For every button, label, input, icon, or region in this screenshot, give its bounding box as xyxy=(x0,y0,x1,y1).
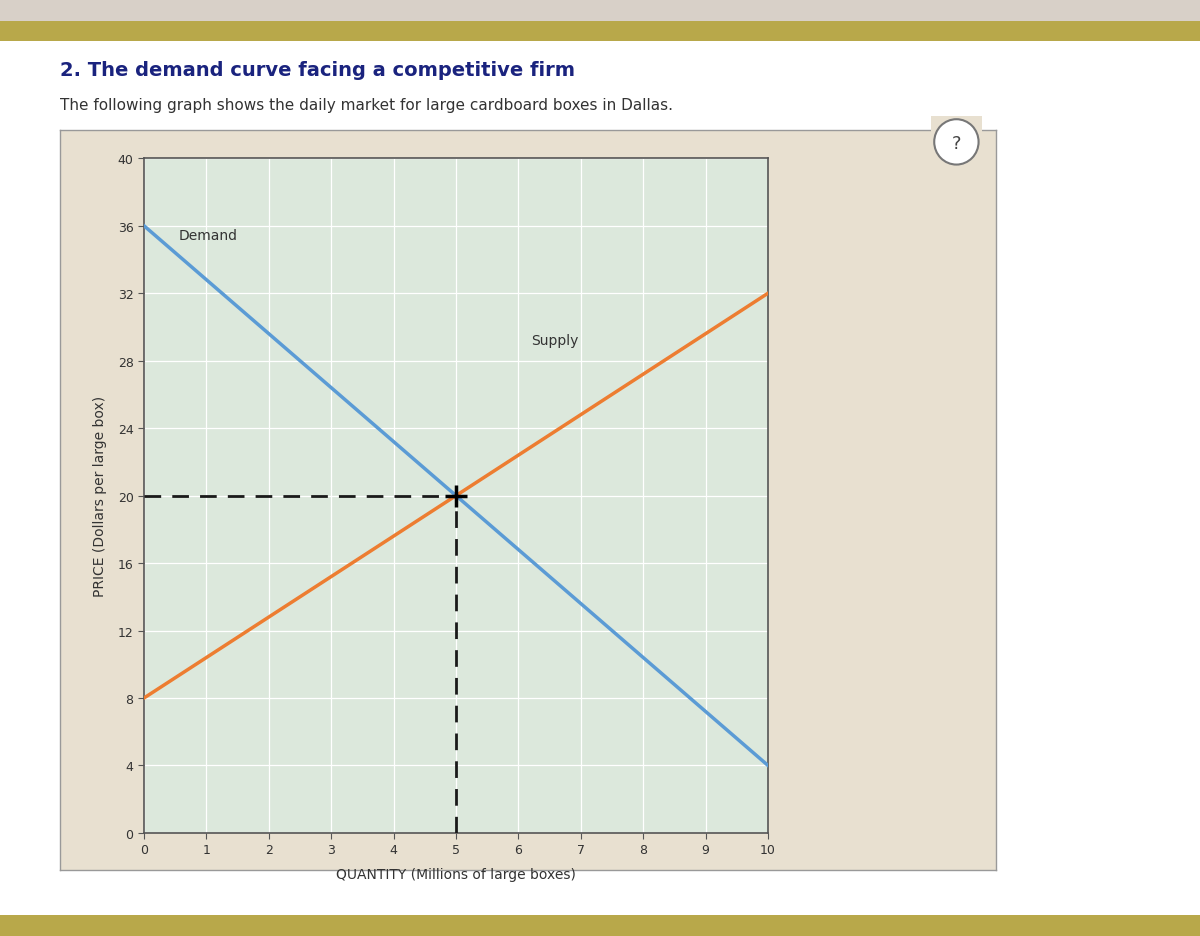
Text: 2. The demand curve facing a competitive firm: 2. The demand curve facing a competitive… xyxy=(60,61,575,80)
X-axis label: QUANTITY (Millions of large boxes): QUANTITY (Millions of large boxes) xyxy=(336,868,576,882)
Text: ?: ? xyxy=(952,136,961,154)
Y-axis label: PRICE (Dollars per large box): PRICE (Dollars per large box) xyxy=(92,396,107,596)
Circle shape xyxy=(935,120,978,166)
Text: Supply: Supply xyxy=(530,333,578,347)
Text: Demand: Demand xyxy=(179,229,238,243)
Text: The following graph shows the daily market for large cardboard boxes in Dallas.: The following graph shows the daily mark… xyxy=(60,98,673,113)
